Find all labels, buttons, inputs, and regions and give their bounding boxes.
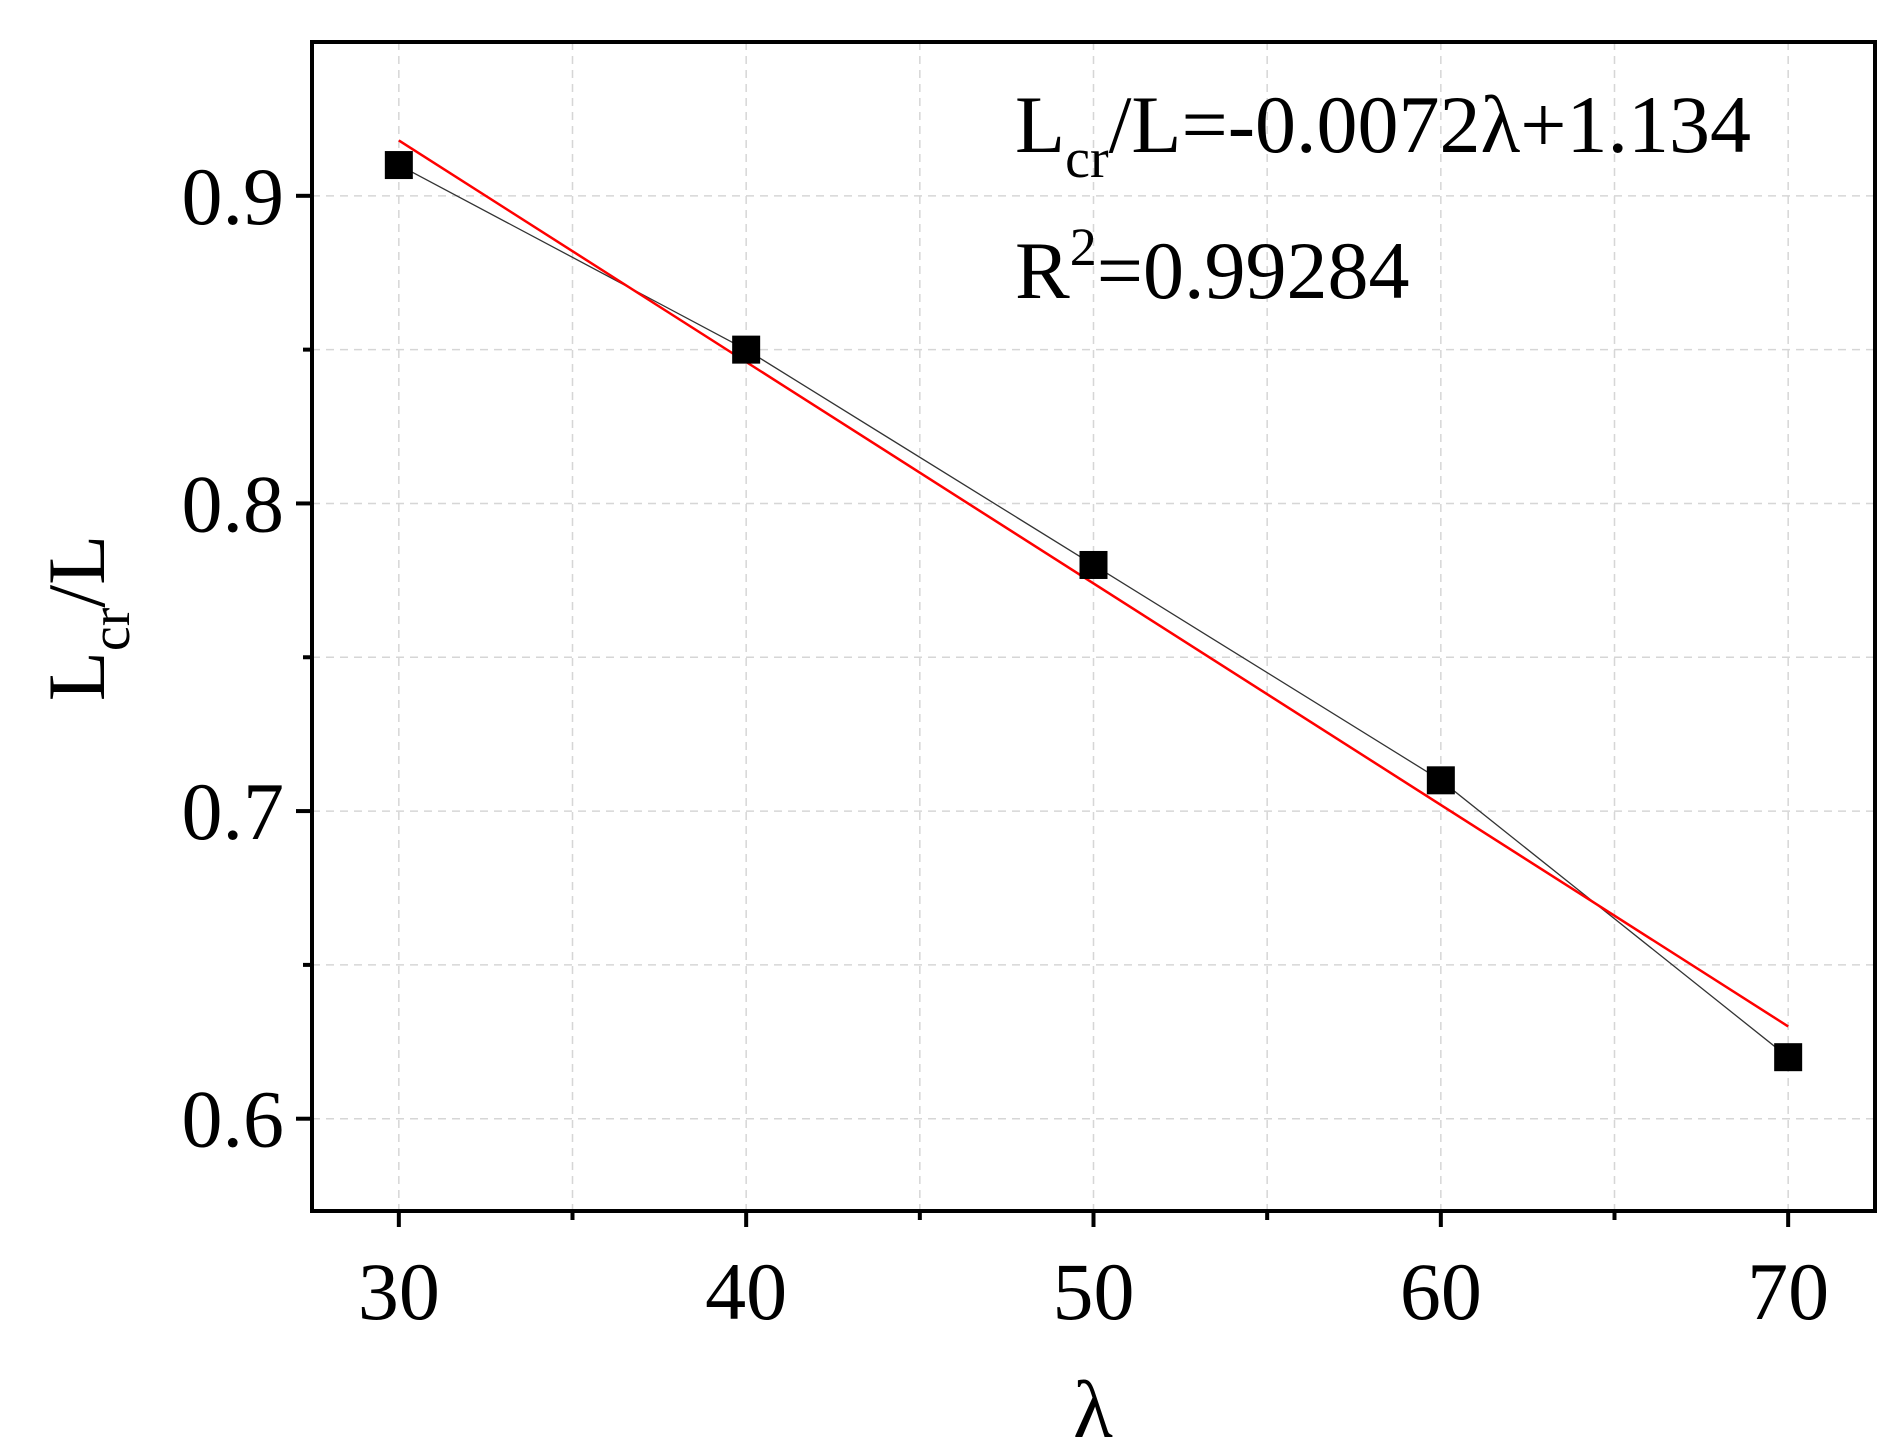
y-tick-label: 0.9	[182, 151, 285, 242]
x-tick-label: 60	[1400, 1246, 1482, 1337]
x-tick-label: 40	[705, 1246, 787, 1337]
y-axis-label: Lcr/L	[31, 535, 142, 701]
equation-annotation: Lcr/L=-0.0072λ+1.134	[1015, 79, 1751, 190]
data-markers	[384, 151, 1803, 1072]
data-point	[1774, 1043, 1803, 1072]
x-tick-label: 30	[358, 1246, 440, 1337]
y-tick-label: 0.7	[182, 766, 285, 857]
y-tick-label: 0.6	[182, 1074, 285, 1165]
y-tick-label: 0.8	[182, 458, 285, 549]
data-point	[1426, 766, 1455, 795]
linear-fit-line	[398, 139, 1789, 1028]
x-axis-label: λ	[1073, 1364, 1113, 1451]
data-point	[384, 151, 413, 180]
axis-ticks	[296, 193, 1791, 1227]
x-tick-label: 50	[1053, 1246, 1135, 1337]
x-tick-label: 70	[1747, 1246, 1829, 1337]
r-squared-annotation: R2=0.99284	[1015, 217, 1409, 316]
data-point	[1079, 550, 1108, 579]
data-point	[732, 335, 761, 364]
